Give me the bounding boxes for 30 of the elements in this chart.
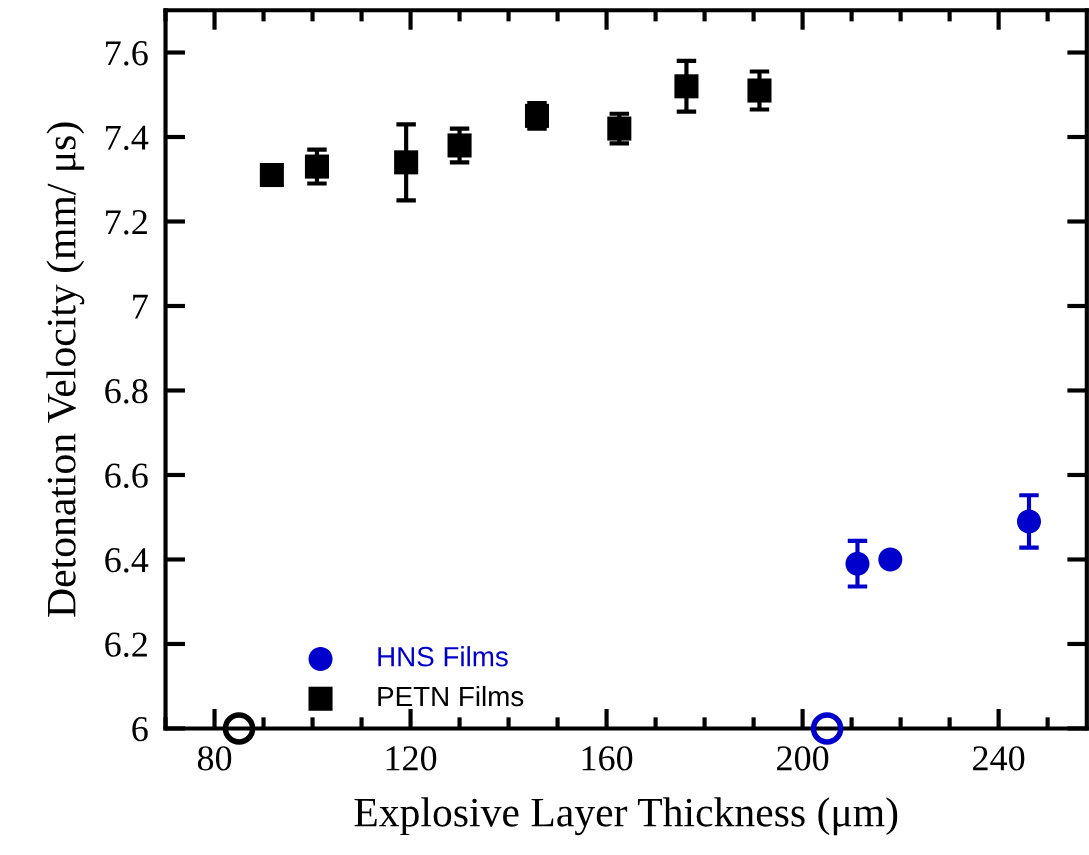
y-tick-label: 6.6 bbox=[105, 463, 148, 489]
y-tick-label: 7.6 bbox=[106, 41, 148, 66]
point bbox=[222, 712, 256, 745]
y-tick-label: 7 bbox=[133, 294, 148, 319]
point bbox=[674, 74, 699, 99]
legend-label: PETN Films bbox=[378, 685, 524, 707]
point bbox=[878, 547, 903, 572]
y-axis-title: Detonation Velocity (mm/ μs) bbox=[46, 122, 85, 617]
x-axis-title: Explosive Layer Thickness (μm) bbox=[354, 797, 898, 836]
x-tick-label: 80 bbox=[197, 746, 232, 771]
y-tick-label: 7.2 bbox=[106, 210, 147, 235]
x-tick-label: 240 bbox=[973, 746, 1025, 771]
x-tick-label: 160 bbox=[582, 746, 633, 771]
point bbox=[1016, 509, 1042, 534]
point bbox=[845, 551, 870, 576]
legend-label: HNS Films bbox=[378, 646, 508, 667]
point bbox=[304, 154, 329, 179]
y-tick-label: 6 bbox=[132, 717, 148, 742]
x-tick-label: 200 bbox=[777, 746, 829, 771]
x-tick-label: 120 bbox=[386, 746, 437, 771]
point bbox=[394, 150, 419, 175]
y-tick-label: 6.8 bbox=[105, 379, 148, 404]
point bbox=[810, 712, 844, 745]
point bbox=[607, 116, 632, 141]
y-tick-label: 6.2 bbox=[105, 632, 147, 658]
point bbox=[447, 133, 472, 158]
y-tick-label: 6.4 bbox=[105, 548, 149, 573]
point bbox=[747, 78, 772, 103]
y-tick-label: 7.4 bbox=[106, 125, 149, 151]
point bbox=[259, 163, 284, 188]
